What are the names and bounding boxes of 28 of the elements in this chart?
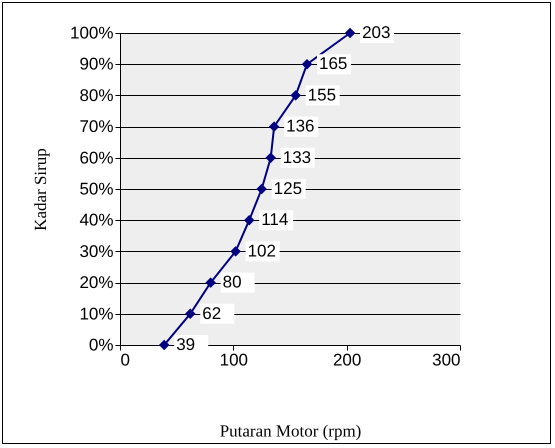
annotation: 155: [308, 85, 336, 104]
y-tick-label: 0%: [88, 336, 114, 354]
annotation: 125: [274, 179, 302, 198]
y-tick-label: 100%: [70, 24, 114, 42]
annotation: 80: [222, 272, 242, 292]
y-tick-label: 70%: [79, 117, 114, 136]
annotation: 133: [282, 148, 312, 167]
annotation: 102: [248, 241, 276, 260]
y-tick-label: 10%: [79, 304, 114, 324]
x-tick-label: 200: [332, 350, 362, 370]
y-tick-label: 80%: [79, 86, 114, 105]
y-tick-label: 90%: [79, 54, 114, 74]
x-tick-label: 100: [220, 350, 248, 370]
y-axis-title: Kadar Sirup: [31, 148, 50, 231]
y-tick-label: 40%: [79, 210, 114, 230]
annotation: 165: [319, 54, 348, 74]
x-tick-label: 300: [432, 350, 460, 370]
annotation: 39: [176, 335, 196, 354]
x-axis-title: Putaran Motor (rpm): [220, 422, 362, 440]
annotation: 203: [362, 23, 390, 42]
y-tick-label: 20%: [79, 273, 114, 292]
x-tick-label: 0: [120, 350, 130, 370]
y-tick-label: 30%: [79, 242, 114, 261]
y-tick-label: 50%: [79, 180, 114, 198]
y-tick-label: 60%: [79, 148, 114, 168]
annotation: 114: [261, 210, 288, 230]
annotation: 136: [286, 116, 315, 136]
annotation: 62: [202, 304, 222, 323]
